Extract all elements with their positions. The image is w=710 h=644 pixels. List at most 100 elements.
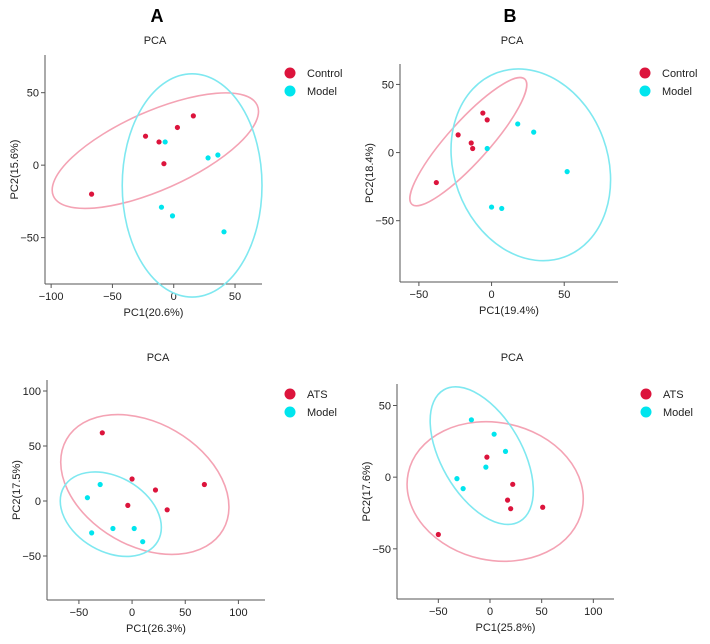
legend-label-control: Control — [307, 68, 342, 80]
data-point-control — [174, 124, 181, 131]
data-point-model — [483, 464, 489, 470]
pca-charts: PCA −100 −50 0 50 −50 0 50 PC1(20.6%) PC2(15.6%) C… — [9, 35, 697, 635]
data-point-model — [158, 204, 165, 210]
y-tick-label: −50 — [20, 233, 39, 245]
data-point-model — [97, 481, 103, 488]
x-axis-label: PC1(25.8%) — [476, 622, 536, 634]
y-tick-label: 0 — [33, 160, 39, 172]
data-point-model — [221, 229, 227, 235]
pca-chart-2: PCA −50 0 50 −50 0 50 PC1(19.4%) PC2(18.4%) Contr… — [364, 35, 697, 317]
data-point-ats — [164, 507, 170, 513]
pca-chart-4: PCA−50 0 50 100−50050PC1(25.8%)PC2(17.6%)AT… — [361, 352, 693, 634]
data-point-model — [502, 448, 509, 454]
y-tick-label: −50 — [372, 544, 391, 556]
x-tick-label: 0 — [487, 606, 493, 618]
y-axis-label: PC2(18.4%) — [364, 143, 376, 203]
data-point-ats — [129, 476, 135, 482]
legend-marker-model — [639, 85, 651, 97]
data-point-model — [484, 145, 490, 152]
data-point-model — [205, 155, 211, 161]
data-point-model — [515, 121, 521, 127]
y-tick-label: 100 — [23, 386, 41, 398]
data-point-control — [470, 145, 476, 152]
chart-title: PCA — [147, 352, 170, 364]
legend-marker-model — [640, 406, 652, 418]
x-tick-label: 0 — [488, 289, 494, 301]
legend-label-model: Model — [663, 407, 693, 419]
data-point-model — [491, 431, 497, 437]
y-tick-label: 0 — [385, 472, 391, 484]
data-point-model — [140, 539, 146, 545]
pca-chart-3: PCA −50 0 50 100 −50 0 50 100 PC1(26.3%) PC2(17.5%… — [11, 352, 337, 635]
legend-label-control: Control — [662, 68, 697, 80]
y-tick-label: 50 — [27, 88, 39, 100]
data-point-model — [454, 476, 460, 482]
y-axis-label: PC2(17.5%) — [11, 460, 23, 520]
data-point-control — [190, 113, 196, 119]
data-point-ats — [508, 506, 514, 512]
data-point-ats — [201, 481, 207, 488]
data-point-control — [484, 117, 490, 123]
data-point-ats — [152, 487, 159, 493]
data-point-model — [531, 129, 537, 135]
x-tick-label: 100 — [229, 607, 247, 619]
x-tick-label: −50 — [410, 289, 429, 301]
data-point-control — [480, 110, 486, 116]
x-tick-label: −50 — [103, 291, 122, 303]
data-point-ats — [484, 454, 490, 460]
confidence-ellipse-group1 — [51, 92, 260, 210]
data-point-model — [169, 213, 176, 219]
chart-title: PCA — [501, 35, 524, 47]
data-point-model — [89, 530, 95, 536]
data-point-control — [161, 161, 167, 167]
data-point-model — [564, 169, 570, 175]
data-point-model — [131, 525, 137, 532]
x-tick-label: 100 — [584, 606, 602, 618]
data-point-ats — [99, 430, 105, 436]
data-point-ats — [125, 502, 131, 508]
data-point-control — [88, 191, 95, 197]
y-tick-label: 0 — [388, 148, 394, 160]
legend-label-model: Model — [662, 86, 692, 98]
x-tick-label: 50 — [536, 606, 548, 618]
y-axis-label: PC2(15.6%) — [9, 140, 21, 200]
data-point-control — [142, 133, 149, 139]
y-tick-label: −50 — [375, 216, 394, 228]
legend-marker-control — [284, 67, 296, 79]
legend-label-model: Model — [307, 86, 337, 98]
legend-marker-model — [284, 406, 296, 418]
legend-marker-ats — [284, 388, 296, 400]
data-point-model — [84, 495, 91, 501]
confidence-ellipse-group2 — [450, 68, 612, 262]
legend-label-model: Model — [307, 407, 337, 419]
x-tick-label: 0 — [129, 607, 135, 619]
data-point-ats — [504, 497, 511, 503]
legend-label-ats: ATS — [663, 389, 684, 401]
data-point-ats — [540, 504, 546, 510]
y-tick-label: −50 — [22, 551, 41, 563]
data-point-control — [156, 139, 162, 145]
x-tick-label: 50 — [229, 291, 241, 303]
data-point-ats — [510, 481, 516, 487]
y-tick-label: 50 — [379, 401, 391, 413]
data-point-model — [162, 139, 168, 145]
x-axis-label: PC1(19.4%) — [479, 305, 539, 317]
chart-title: PCA — [501, 352, 524, 364]
confidence-ellipse-group1 — [409, 76, 528, 207]
confidence-ellipse-group1 — [406, 420, 585, 563]
data-point-ats — [435, 531, 441, 538]
panel-label-a: A — [151, 6, 164, 26]
confidence-ellipse-group2 — [429, 386, 535, 526]
chart-title: PCA — [144, 35, 167, 47]
data-point-model — [488, 204, 495, 210]
data-point-control — [468, 140, 474, 146]
y-axis-label: PC2(17.6%) — [361, 462, 373, 522]
data-point-control — [433, 179, 439, 186]
confidence-ellipse-group2 — [59, 471, 163, 558]
legend-marker-ats — [640, 388, 652, 400]
y-tick-label: 0 — [35, 496, 41, 508]
x-tick-label: −100 — [39, 291, 64, 303]
x-tick-label: −50 — [429, 606, 448, 618]
x-tick-label: −50 — [70, 607, 89, 619]
legend-marker-control — [639, 67, 651, 79]
